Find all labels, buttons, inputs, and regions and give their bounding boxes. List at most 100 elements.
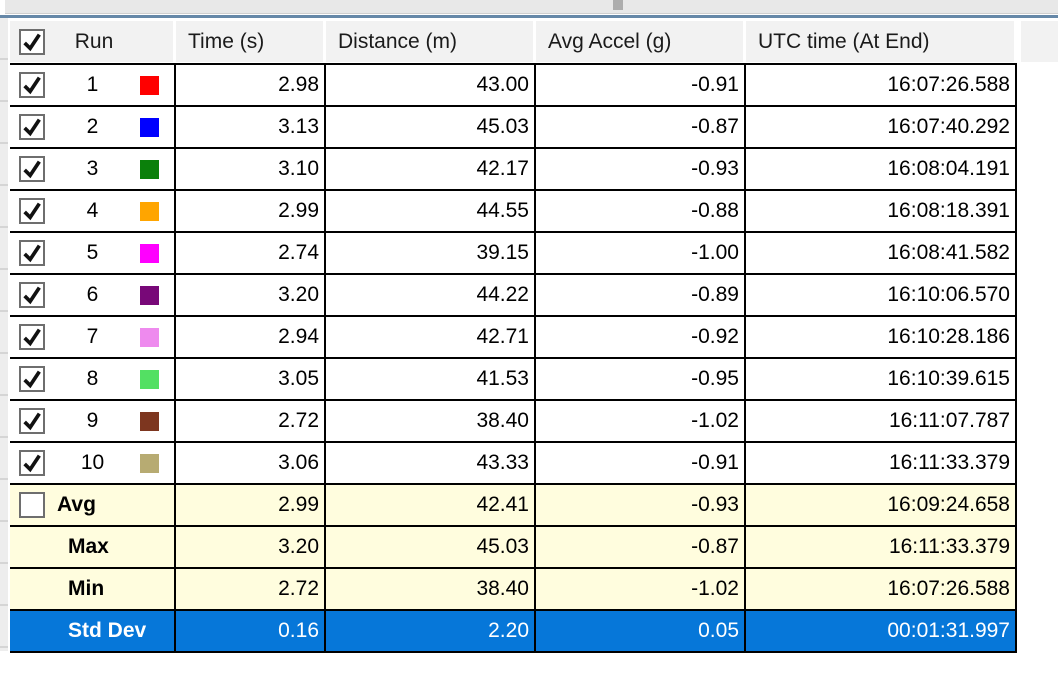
- check-icon: [23, 118, 41, 137]
- column-header-accel[interactable]: Avg Accel (g): [536, 21, 746, 62]
- time-cell: 2.99: [176, 191, 326, 231]
- run-checkbox[interactable]: [19, 282, 45, 308]
- utc-cell: 16:07:26.588: [746, 569, 1017, 609]
- distance-cell: 2.20: [326, 611, 536, 651]
- utc-cell: 16:09:24.658: [746, 485, 1017, 525]
- column-header-utc[interactable]: UTC time (At End): [746, 21, 1017, 62]
- run-number: 8: [86, 367, 99, 390]
- run-cell: 7: [10, 317, 176, 357]
- run-cell: 10: [10, 443, 176, 483]
- column-header-distance[interactable]: Distance (m): [326, 21, 536, 62]
- utc-cell: 16:08:04.191: [746, 149, 1017, 189]
- avg-checkbox[interactable]: [19, 492, 45, 518]
- run-color-swatch: [140, 159, 159, 179]
- time-cell: 0.16: [176, 611, 326, 651]
- summary-label-cell: Avg: [10, 485, 176, 525]
- utc-cell: 16:07:40.292: [746, 107, 1017, 147]
- panel-divider: [0, 15, 1058, 18]
- run-color-swatch: [140, 327, 159, 347]
- utc-cell: 16:11:07.787: [746, 401, 1017, 441]
- accel-cell: -1.00: [536, 233, 746, 273]
- run-number: 2: [86, 115, 99, 138]
- horizontal-scrollbar[interactable]: [5, 0, 1058, 14]
- check-icon: [23, 454, 41, 473]
- table-header-row: Run Time (s) Distance (m) Avg Accel (g) …: [10, 21, 1017, 62]
- check-icon: [23, 160, 41, 179]
- time-cell: 3.20: [176, 275, 326, 315]
- run-checkbox[interactable]: [19, 450, 45, 476]
- distance-cell: 38.40: [326, 569, 536, 609]
- accel-cell: -0.91: [536, 443, 746, 483]
- run-checkbox[interactable]: [19, 324, 45, 350]
- table-row[interactable]: 1 2.98 43.00 -0.91 16:07:26.588: [10, 63, 1017, 107]
- accel-cell: -0.95: [536, 359, 746, 399]
- summary-label-cell: Max: [10, 527, 176, 567]
- column-header-time[interactable]: Time (s): [176, 21, 326, 62]
- run-checkbox[interactable]: [19, 240, 45, 266]
- scrollbar-thumb[interactable]: [613, 0, 623, 10]
- distance-cell: 42.41: [326, 485, 536, 525]
- table-row[interactable]: 6 3.20 44.22 -0.89 16:10:06.570: [10, 275, 1017, 317]
- check-icon: [23, 244, 41, 263]
- run-cell: 2: [10, 107, 176, 147]
- run-cell: 5: [10, 233, 176, 273]
- table-row[interactable]: 8 3.05 41.53 -0.95 16:10:39.615: [10, 359, 1017, 401]
- table-row[interactable]: 4 2.99 44.55 -0.88 16:08:18.391: [10, 191, 1017, 233]
- utc-cell: 16:08:41.582: [746, 233, 1017, 273]
- run-color-swatch: [140, 453, 159, 473]
- table-row[interactable]: 3 3.10 42.17 -0.93 16:08:04.191: [10, 149, 1017, 191]
- distance-cell: 42.71: [326, 317, 536, 357]
- run-color-swatch: [140, 285, 159, 305]
- check-icon: [23, 370, 41, 389]
- summary-label: Min: [68, 577, 105, 600]
- distance-cell: 38.40: [326, 401, 536, 441]
- run-checkbox[interactable]: [19, 366, 45, 392]
- time-cell: 2.72: [176, 569, 326, 609]
- run-checkbox[interactable]: [19, 408, 45, 434]
- table-row[interactable]: 9 2.72 38.40 -1.02 16:11:07.787: [10, 401, 1017, 443]
- run-number: 7: [86, 325, 99, 348]
- distance-cell: 43.00: [326, 65, 536, 105]
- summary-label-cell: Min: [10, 569, 176, 609]
- run-checkbox[interactable]: [19, 72, 45, 98]
- time-cell: 3.13: [176, 107, 326, 147]
- run-cell: 9: [10, 401, 176, 441]
- run-checkbox[interactable]: [19, 156, 45, 182]
- summary-label: Std Dev: [68, 619, 147, 642]
- select-all-checkbox[interactable]: [19, 28, 45, 55]
- distance-cell: 39.15: [326, 233, 536, 273]
- results-table: Run Time (s) Distance (m) Avg Accel (g) …: [10, 21, 1017, 653]
- summary-label-cell: Std Dev: [10, 611, 176, 651]
- check-icon: [23, 412, 41, 431]
- summary-row-min: Min 2.72 38.40 -1.02 16:07:26.588: [10, 569, 1017, 611]
- left-panel-edge: [0, 18, 8, 651]
- run-number: 3: [86, 157, 99, 180]
- run-cell: 8: [10, 359, 176, 399]
- utc-cell: 16:08:18.391: [746, 191, 1017, 231]
- table-row[interactable]: 7 2.94 42.71 -0.92 16:10:28.186: [10, 317, 1017, 359]
- utc-cell: 16:10:39.615: [746, 359, 1017, 399]
- summary-label: Avg: [57, 493, 96, 516]
- run-checkbox[interactable]: [19, 114, 45, 140]
- time-cell: 2.99: [176, 485, 326, 525]
- extra-column-header: [1021, 21, 1058, 62]
- distance-cell: 44.22: [326, 275, 536, 315]
- table-row[interactable]: 5 2.74 39.15 -1.00 16:08:41.582: [10, 233, 1017, 275]
- table-row[interactable]: 2 3.13 45.03 -0.87 16:07:40.292: [10, 107, 1017, 149]
- summary-label: Max: [68, 535, 109, 558]
- utc-cell: 16:11:33.379: [746, 443, 1017, 483]
- table-row[interactable]: 10 3.06 43.33 -0.91 16:11:33.379: [10, 443, 1017, 485]
- run-color-swatch: [140, 369, 159, 389]
- column-header-run[interactable]: Run: [74, 29, 114, 53]
- accel-cell: -0.92: [536, 317, 746, 357]
- summary-row-avg: Avg 2.99 42.41 -0.93 16:09:24.658: [10, 485, 1017, 527]
- run-number: 10: [80, 451, 105, 474]
- utc-cell: 16:10:06.570: [746, 275, 1017, 315]
- run-cell: 6: [10, 275, 176, 315]
- accel-cell: -0.91: [536, 65, 746, 105]
- distance-cell: 45.03: [326, 107, 536, 147]
- run-checkbox[interactable]: [19, 198, 45, 224]
- time-cell: 3.05: [176, 359, 326, 399]
- distance-cell: 44.55: [326, 191, 536, 231]
